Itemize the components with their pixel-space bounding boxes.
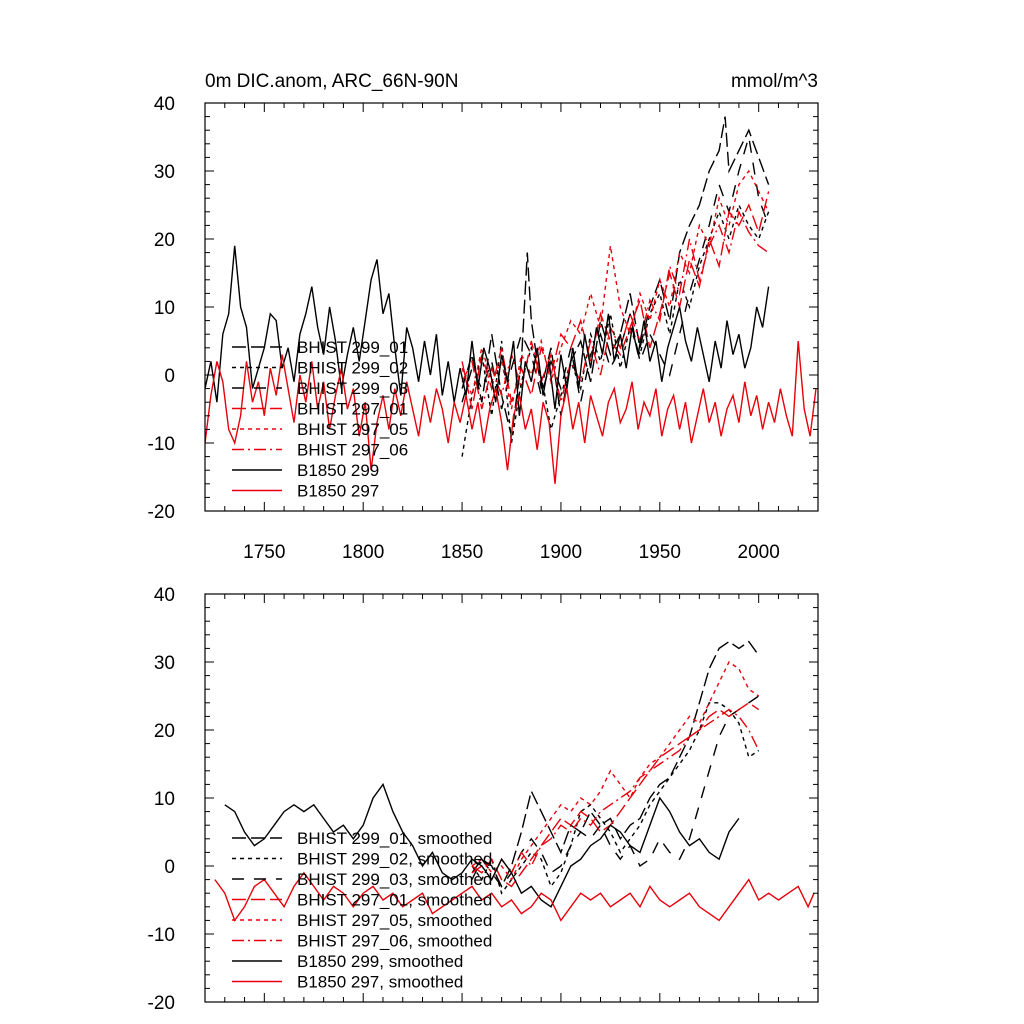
series-line-top-7: [205, 340, 817, 484]
y-tick-label: 0: [164, 857, 175, 878]
y-tick-label: 40: [154, 94, 175, 115]
legend-label: BHIST 299_01: [297, 338, 408, 357]
series-line-top-1: [461, 203, 770, 457]
legend-label: BHIST 297_05, smoothed: [297, 911, 492, 930]
series-line-bottom-1: [471, 702, 760, 895]
x-tick-label: 2000: [738, 542, 780, 563]
y-tick-label: 20: [154, 230, 175, 251]
y-tick-label: 0: [164, 366, 175, 387]
y-tick-label: 40: [154, 585, 175, 606]
y-tick-label: 20: [154, 721, 175, 742]
series-line-top-4: [461, 169, 770, 410]
legend-label: BHIST 297_01: [297, 400, 408, 419]
x-tick-label: 1750: [243, 542, 285, 563]
series-line-top-3: [461, 191, 770, 410]
units-label: mmol/m^3: [731, 71, 818, 92]
y-tick-label: 10: [154, 789, 175, 810]
legend-label: BHIST 299_03, smoothed: [297, 870, 492, 889]
legend-label: B1850 297: [297, 482, 379, 501]
x-tick-label: 1950: [639, 542, 681, 563]
series-line-bottom-6: [224, 782, 740, 908]
legend-label: B1850 299: [297, 461, 379, 480]
legend-label: BHIST 297_05: [297, 420, 408, 439]
series-line-bottom-2: [471, 695, 760, 888]
legend-label: BHIST 299_02, smoothed: [297, 850, 492, 869]
y-tick-label: 30: [154, 162, 175, 183]
legend-label: BHIST 297_01, smoothed: [297, 891, 492, 910]
y-tick-label: -10: [148, 434, 175, 455]
y-tick-label: 10: [154, 298, 175, 319]
legend-label: BHIST 299_03: [297, 379, 408, 398]
series-line-bottom-7: [214, 871, 815, 922]
legend-label: BHIST 299_02: [297, 359, 408, 378]
legend-label: B1850 299, smoothed: [297, 952, 463, 971]
series-line-top-6: [205, 245, 770, 416]
legend-label: BHIST 299_01, smoothed: [297, 829, 492, 848]
series-line-bottom-3: [471, 701, 760, 888]
series-line-top-5: [461, 209, 769, 410]
series-line-bottom-0: [471, 640, 760, 889]
top-panel: 0m DIC.anom, ARC_66N-90N mmol/m^3 -20 -10…: [148, 71, 819, 563]
series-line-bottom-5: [471, 708, 760, 881]
y-tick-label: -20: [148, 993, 175, 1014]
top-panel-title: 0m DIC.anom, ARC_66N-90N: [205, 71, 458, 92]
legend-label: BHIST 297_06, smoothed: [297, 932, 492, 951]
legend-label: BHIST 297_06: [297, 441, 408, 460]
series-line-top-0: [461, 116, 770, 437]
y-tick-label: -10: [148, 925, 175, 946]
y-tick-label: 30: [154, 653, 175, 674]
x-tick-label: 1800: [342, 542, 384, 563]
legend-label: B1850 297, smoothed: [297, 973, 463, 992]
bottom-panel: -20 -10 0 10 20 30 40 BHIST 299_01, smoothed BHI…: [148, 585, 819, 1014]
x-tick-label: 1850: [441, 542, 483, 563]
series-line-bottom-4: [471, 660, 760, 881]
y-tick-label: -20: [148, 502, 175, 523]
x-tick-label: 1900: [540, 542, 582, 563]
